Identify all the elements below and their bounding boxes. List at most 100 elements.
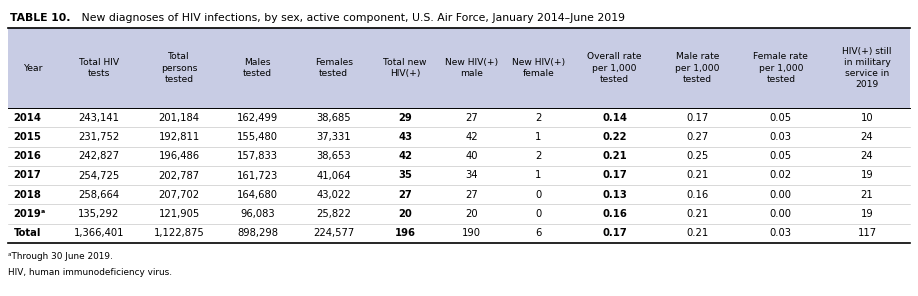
Text: 29: 29	[398, 113, 412, 123]
Text: 0.16: 0.16	[687, 190, 709, 200]
Text: 0.16: 0.16	[602, 209, 627, 219]
Text: 1,122,875: 1,122,875	[154, 228, 205, 238]
Text: 207,702: 207,702	[159, 190, 200, 200]
Text: HIV(+) still
in military
service in
2019: HIV(+) still in military service in 2019	[842, 47, 891, 89]
Text: Total
persons
tested: Total persons tested	[161, 52, 197, 83]
Text: 135,292: 135,292	[78, 209, 119, 219]
Text: 0.03: 0.03	[770, 132, 792, 142]
Text: 121,905: 121,905	[159, 209, 200, 219]
Text: Year: Year	[24, 64, 43, 73]
Text: 0.17: 0.17	[687, 113, 709, 123]
Text: 35: 35	[398, 170, 412, 181]
Text: 0.27: 0.27	[687, 132, 709, 142]
Text: New diagnoses of HIV infections, by sex, active component, U.S. Air Force, Janua: New diagnoses of HIV infections, by sex,…	[78, 13, 625, 23]
Text: 0.21: 0.21	[687, 228, 709, 238]
Text: 0.13: 0.13	[602, 190, 627, 200]
Text: 1: 1	[535, 170, 542, 181]
Bar	[8, 28, 910, 108]
Text: 164,680: 164,680	[237, 190, 278, 200]
Text: 0.21: 0.21	[687, 170, 709, 181]
Text: 0.14: 0.14	[602, 113, 627, 123]
Text: 2: 2	[535, 151, 542, 161]
Text: 42: 42	[465, 132, 478, 142]
Text: 0.00: 0.00	[770, 190, 792, 200]
Text: 96,083: 96,083	[241, 209, 274, 219]
Text: 38,653: 38,653	[317, 151, 351, 161]
Text: Male rate
per 1,000
tested: Male rate per 1,000 tested	[676, 52, 720, 83]
Text: ᵃThrough 30 June 2019.: ᵃThrough 30 June 2019.	[8, 252, 113, 261]
Text: 1: 1	[535, 132, 542, 142]
Text: Males
tested: Males tested	[243, 58, 272, 78]
Text: 24: 24	[861, 151, 873, 161]
Text: New HIV(+)
female: New HIV(+) female	[511, 58, 565, 78]
Text: TABLE 10.: TABLE 10.	[10, 13, 71, 23]
Text: 0.00: 0.00	[770, 209, 792, 219]
Text: Total new
HIV(+): Total new HIV(+)	[384, 58, 427, 78]
Text: 0: 0	[535, 190, 542, 200]
Text: 0.21: 0.21	[687, 209, 709, 219]
Text: 231,752: 231,752	[78, 132, 119, 142]
Text: 27: 27	[465, 113, 478, 123]
Text: 0.25: 0.25	[687, 151, 709, 161]
Text: 0.21: 0.21	[602, 151, 627, 161]
Text: 117: 117	[857, 228, 877, 238]
Text: Total HIV
tests: Total HIV tests	[79, 58, 119, 78]
Text: 162,499: 162,499	[237, 113, 278, 123]
Text: 196,486: 196,486	[159, 151, 200, 161]
Text: 10: 10	[861, 113, 873, 123]
Text: 19: 19	[860, 170, 873, 181]
Text: 0.03: 0.03	[770, 228, 792, 238]
Text: 21: 21	[860, 190, 873, 200]
Text: 0: 0	[535, 209, 542, 219]
Text: 196: 196	[395, 228, 416, 238]
Text: 202,787: 202,787	[159, 170, 200, 181]
Text: 1,366,401: 1,366,401	[73, 228, 124, 238]
Text: 0.22: 0.22	[602, 132, 627, 142]
Text: 24: 24	[861, 132, 873, 142]
Text: 2017: 2017	[14, 170, 41, 181]
Text: 192,811: 192,811	[159, 132, 200, 142]
Text: 41,064: 41,064	[317, 170, 351, 181]
Text: 20: 20	[465, 209, 478, 219]
Text: 34: 34	[465, 170, 478, 181]
Text: 2014: 2014	[14, 113, 41, 123]
Text: HIV, human immunodeficiency virus.: HIV, human immunodeficiency virus.	[8, 268, 172, 277]
Text: 2019ᵃ: 2019ᵃ	[14, 209, 46, 219]
Text: 37,331: 37,331	[317, 132, 351, 142]
Text: 0.17: 0.17	[602, 170, 627, 181]
Text: 224,577: 224,577	[313, 228, 354, 238]
Text: 258,664: 258,664	[78, 190, 119, 200]
Text: 40: 40	[465, 151, 478, 161]
Text: 27: 27	[465, 190, 478, 200]
Text: 43: 43	[398, 132, 412, 142]
Text: 0.05: 0.05	[770, 151, 792, 161]
Text: 254,725: 254,725	[78, 170, 119, 181]
Text: 27: 27	[398, 190, 412, 200]
Text: 43,022: 43,022	[317, 190, 351, 200]
Text: Female rate
per 1,000
tested: Female rate per 1,000 tested	[754, 52, 809, 83]
Text: 155,480: 155,480	[237, 132, 278, 142]
Text: 38,685: 38,685	[317, 113, 351, 123]
Text: 2: 2	[535, 113, 542, 123]
Text: 2015: 2015	[14, 132, 41, 142]
Text: 242,827: 242,827	[78, 151, 119, 161]
Text: 42: 42	[398, 151, 412, 161]
Text: 0.02: 0.02	[770, 170, 792, 181]
Text: 0.05: 0.05	[770, 113, 792, 123]
Text: 25,822: 25,822	[317, 209, 352, 219]
Text: 161,723: 161,723	[237, 170, 278, 181]
Text: New HIV(+)
male: New HIV(+) male	[445, 58, 498, 78]
Text: 190: 190	[463, 228, 481, 238]
Text: 201,184: 201,184	[159, 113, 200, 123]
Text: 2016: 2016	[14, 151, 41, 161]
Text: 243,141: 243,141	[78, 113, 119, 123]
Text: Females
tested: Females tested	[315, 58, 353, 78]
Text: 0.17: 0.17	[602, 228, 627, 238]
Text: 157,833: 157,833	[237, 151, 278, 161]
Text: 6: 6	[535, 228, 542, 238]
Text: 898,298: 898,298	[237, 228, 278, 238]
Text: Total: Total	[14, 228, 41, 238]
Text: 19: 19	[860, 209, 873, 219]
Text: 2018: 2018	[14, 190, 41, 200]
Text: Overall rate
per 1,000
tested: Overall rate per 1,000 tested	[588, 52, 642, 83]
